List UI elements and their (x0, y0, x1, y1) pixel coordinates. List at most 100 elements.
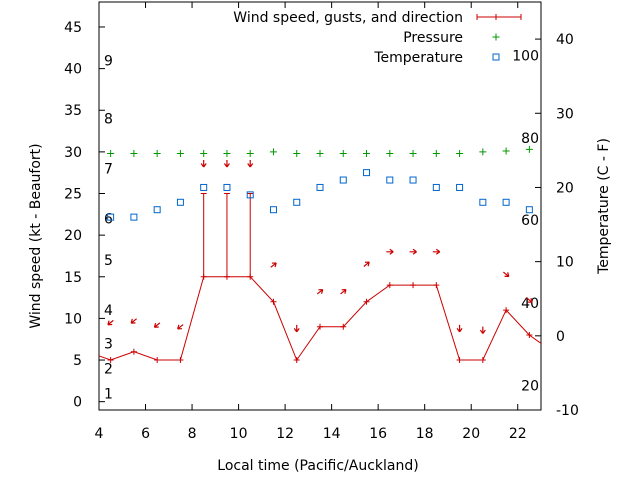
temperature-point (316, 183, 324, 191)
pressure-point (269, 148, 277, 156)
wind-direction-arrow (153, 322, 161, 328)
temperature-point (386, 176, 394, 184)
pressure-point (502, 147, 510, 155)
axis-ticks: 4 6 8 10 12 14 16 18 20 22051015202530354045-1001… (64, 2, 579, 442)
y-right-tick-label: -10 (556, 403, 579, 419)
temperature-point (363, 169, 371, 177)
x-tick-label: 8 (188, 426, 197, 442)
legend-label: Pressure (403, 30, 463, 46)
temperature-point (130, 213, 138, 221)
beaufort-label: 1 (104, 386, 113, 402)
beaufort-label: 6 (104, 211, 113, 227)
fahrenheit-label: 20 (521, 379, 539, 395)
wind-direction-arrow (502, 271, 510, 278)
temperature-point (176, 198, 184, 206)
wind-speed-point (177, 357, 184, 364)
wind-speed-point (386, 282, 393, 289)
wind-speed-point (526, 332, 533, 339)
y-left-tick-label: 5 (73, 353, 82, 369)
y-left-tick-label: 0 (73, 395, 82, 411)
x-tick-label: 14 (323, 426, 341, 442)
pressure-point (409, 150, 417, 158)
x-tick-label: 6 (141, 426, 150, 442)
wind-direction-arrow (409, 248, 417, 255)
y-left-tick-label: 15 (64, 270, 82, 286)
wind-direction-arrow (386, 248, 394, 255)
y-right-tick-label: 40 (556, 32, 574, 48)
pressure-point (386, 150, 394, 158)
temperature-point (153, 206, 161, 214)
wind-speed-point (317, 323, 323, 330)
temperature-point (200, 183, 208, 191)
y-left-tick-label: 10 (64, 311, 82, 327)
beaufort-label: 5 (104, 253, 113, 269)
x-axis-label: Local time (Pacific/Auckland) (217, 458, 418, 474)
beaufort-label: 2 (104, 361, 113, 377)
x-tick-label: 12 (276, 426, 294, 442)
wind-direction-arrow (247, 160, 254, 168)
wind-direction-arrow (223, 160, 230, 168)
temperature-point (502, 198, 510, 206)
x-tick-label: 10 (230, 426, 248, 442)
temperature-point (339, 176, 347, 184)
legend-swatch-ticks (476, 14, 522, 20)
legend-label: Temperature (373, 50, 463, 66)
pressure-point (107, 150, 115, 158)
wind-direction-arrow (293, 324, 300, 333)
wind-direction-arrow (479, 326, 486, 334)
pressure-point (153, 150, 161, 158)
beaufort-label: 9 (104, 53, 113, 69)
beaufort-label: 3 (104, 336, 113, 352)
y-left-tick-label: 35 (64, 103, 82, 119)
wind-direction-arrow (316, 288, 324, 295)
temperature-point (269, 206, 277, 214)
beaufort-label: 4 (104, 303, 113, 319)
wind-speed-point (433, 282, 440, 289)
wind-speed-point (479, 357, 486, 364)
y-left-tick-label: 40 (64, 62, 82, 78)
temperature-point (479, 198, 487, 206)
wind-direction-arrow (456, 324, 463, 333)
y-right-tick-label: 10 (556, 255, 574, 271)
x-tick-label: 18 (416, 426, 434, 442)
x-tick-label: 16 (369, 426, 387, 442)
y-left-tick-label: 45 (64, 20, 82, 36)
y-right-tick-label: 30 (556, 106, 574, 122)
wind-speed-point (130, 348, 137, 355)
pressure-point (246, 150, 254, 158)
series-layer (99, 145, 541, 364)
pressure-point (316, 150, 324, 158)
wind-speed-point (363, 298, 370, 305)
legend-swatch-square (492, 53, 500, 61)
pressure-point (479, 148, 487, 156)
wind-direction-arrow (130, 318, 138, 324)
x-tick-label: 20 (462, 426, 480, 442)
temperature-point (246, 191, 254, 199)
pressure-point (339, 150, 347, 158)
wind-speed-point (410, 282, 417, 289)
y-right-tick-label: 20 (556, 180, 574, 196)
fahrenheit-label: 100 (512, 48, 539, 64)
plot-border (98, 1, 542, 411)
temperature-point (456, 183, 464, 191)
clipped-series (99, 145, 541, 364)
fahrenheit-label: 40 (521, 296, 539, 312)
beaufort-label: 8 (104, 112, 113, 128)
wind-direction-arrow (270, 262, 277, 268)
pressure-point (200, 150, 208, 158)
y-left-tick-label: 30 (64, 145, 82, 161)
temperature-point (293, 198, 301, 206)
pressure-point (525, 145, 533, 153)
temperature-point (409, 176, 417, 184)
fahrenheit-label: 60 (521, 213, 539, 229)
fahrenheit-label: 80 (521, 131, 539, 147)
wind-speed-point (107, 357, 114, 364)
y-axis-label-left: Wind speed (kt - Beaufort) (28, 143, 44, 328)
legend-label: Wind speed, gusts, and direction (233, 10, 463, 26)
y-left-tick-label: 20 (64, 228, 82, 244)
pressure-point (363, 150, 371, 158)
wind-direction-arrow (432, 248, 441, 255)
pressure-point (456, 150, 464, 158)
y-axis-label-right: Temperature (C - F) (596, 138, 612, 275)
